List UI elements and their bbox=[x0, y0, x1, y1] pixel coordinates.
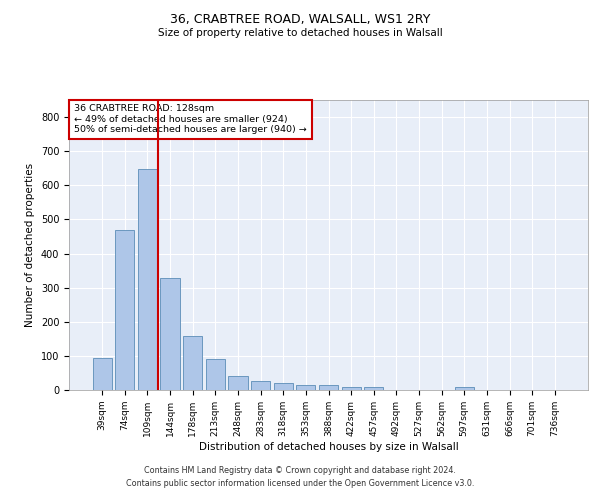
Text: Contains HM Land Registry data © Crown copyright and database right 2024.
Contai: Contains HM Land Registry data © Crown c… bbox=[126, 466, 474, 487]
Bar bbox=[160, 278, 180, 390]
Bar bbox=[296, 385, 316, 390]
Bar bbox=[183, 336, 202, 390]
Bar bbox=[341, 386, 361, 390]
Bar bbox=[138, 169, 157, 390]
Bar bbox=[115, 230, 134, 390]
Text: 36 CRABTREE ROAD: 128sqm
← 49% of detached houses are smaller (924)
50% of semi-: 36 CRABTREE ROAD: 128sqm ← 49% of detach… bbox=[74, 104, 307, 134]
Bar bbox=[251, 382, 270, 390]
Bar bbox=[364, 386, 383, 390]
Bar bbox=[274, 383, 293, 390]
Bar bbox=[92, 358, 112, 390]
Text: 36, CRABTREE ROAD, WALSALL, WS1 2RY: 36, CRABTREE ROAD, WALSALL, WS1 2RY bbox=[170, 12, 430, 26]
Bar bbox=[319, 385, 338, 390]
X-axis label: Distribution of detached houses by size in Walsall: Distribution of detached houses by size … bbox=[199, 442, 458, 452]
Text: Size of property relative to detached houses in Walsall: Size of property relative to detached ho… bbox=[158, 28, 442, 38]
Bar bbox=[229, 376, 248, 390]
Y-axis label: Number of detached properties: Number of detached properties bbox=[25, 163, 35, 327]
Bar bbox=[206, 358, 225, 390]
Bar bbox=[455, 388, 474, 390]
